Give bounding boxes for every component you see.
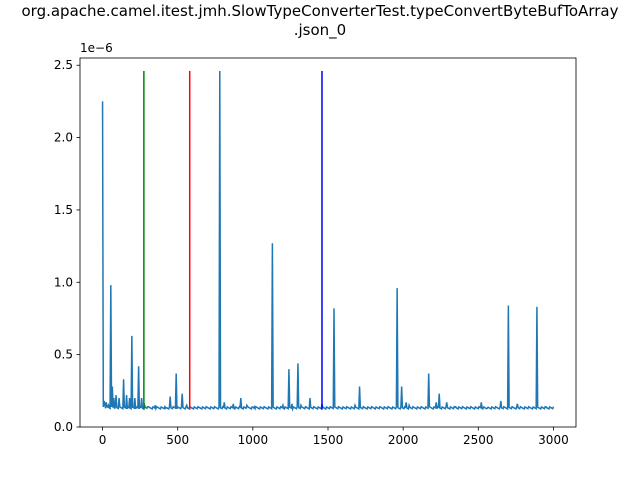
x-tick-label: 3000: [538, 433, 569, 447]
y-tick-label: 1.5: [54, 203, 73, 217]
x-tick-label: 1000: [238, 433, 269, 447]
chart-title-line-1: org.apache.camel.itest.jmh.SlowTypeConve…: [21, 2, 619, 20]
data-series-line: [101, 71, 555, 412]
y-tick-label: 2.0: [54, 131, 73, 145]
y-offset-label: 1e−6: [80, 41, 113, 55]
x-tick-label: 2000: [388, 433, 419, 447]
x-tick-label: 0: [99, 433, 107, 447]
plot-frame: [79, 57, 577, 428]
x-tick-label: 1500: [313, 433, 344, 447]
chart-title-line-2: .json_0: [293, 21, 347, 39]
x-tick-label: 2500: [463, 433, 494, 447]
y-tick-label: 0.0: [54, 420, 73, 434]
y-tick-label: 2.5: [54, 58, 73, 72]
y-tick-label: 1.0: [54, 275, 73, 289]
y-tick-label: 0.5: [54, 348, 73, 362]
x-tick-label: 500: [166, 433, 189, 447]
